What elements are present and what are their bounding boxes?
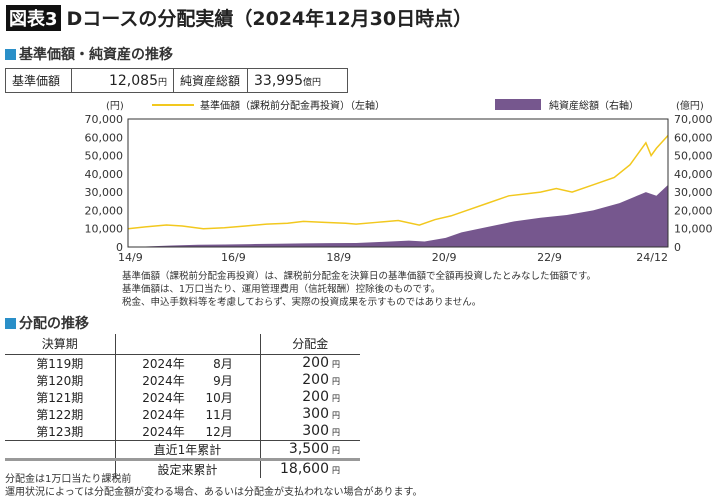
legend-line-swatch: [152, 103, 194, 106]
aum-value: 33,995億円: [247, 68, 348, 93]
section-heading-nav: 基準価額・純資産の推移: [5, 44, 173, 64]
y-tick-right: 50,000: [674, 150, 713, 163]
note: 税金、申込手数料等を考慮しておらず、実際の投資成果を示すものではありません。: [122, 297, 482, 308]
footnote: 分配金は1万口当たり課税前: [5, 474, 132, 485]
period: 第119期: [5, 354, 116, 372]
x-tick: 24/12: [636, 251, 668, 264]
date: 2024年 9月: [115, 371, 261, 389]
title-text: Dコースの分配実績（2024年12月30日時点）: [66, 8, 473, 30]
figure-tag: 図表3: [6, 4, 61, 31]
x-tick: 18/9: [326, 251, 351, 264]
x-tick: 14/9: [118, 251, 143, 264]
table-row: 第122期 2024年 11月 300 円: [5, 405, 360, 423]
table-row: 第119期 2024年 8月 200 円: [5, 354, 360, 372]
y-tick-left: 70,000: [85, 113, 124, 126]
amount: 300 円: [302, 406, 340, 422]
legend-line: 基準価額（課税前分配金再投資）（左軸）: [152, 97, 385, 112]
y-tick-left: 50,000: [85, 150, 124, 163]
aum-label: 純資産総額: [173, 68, 248, 93]
date: 2024年 12月: [115, 422, 261, 440]
cumulative-total-row: 設定来累計 18,600 円: [5, 459, 360, 478]
date: 2024年 8月: [115, 354, 261, 372]
y-tick-left: 20,000: [85, 204, 124, 217]
y-tick-right: 20,000: [674, 204, 713, 217]
amount: 200 円: [302, 389, 340, 405]
aum-area: [128, 184, 668, 247]
distribution-table: 決算期 分配金 第119期 2024年 8月 200 円第120期 2024年 9月 …: [5, 334, 360, 478]
y-tick-left: 10,000: [85, 223, 124, 236]
nav-value: 12,085円: [71, 68, 174, 93]
chart-notes: 基準価額（課税前分配金再投資）は、課税前分配金を決算日の基準価額で全額再投資した…: [122, 270, 596, 309]
x-tick: 20/9: [432, 251, 457, 264]
legend-area: 純資産総額（右軸）: [495, 97, 639, 112]
y-tick-right: 60,000: [674, 131, 713, 144]
y-tick-right: 0: [674, 241, 681, 254]
x-tick: 22/9: [537, 251, 562, 264]
x-tick: 16/9: [221, 251, 246, 264]
amount: 200 円: [302, 372, 340, 388]
nav-label: 基準価額: [5, 68, 72, 93]
amount: 200 円: [302, 355, 340, 371]
right-axis-unit: (億円): [676, 101, 704, 112]
footnotes: 分配金は1万口当たり課税前 運用状況によっては分配金額が変わる場合、あるいは分配…: [5, 473, 423, 499]
y-tick-left: 30,000: [85, 186, 124, 199]
plot-frame: [127, 118, 669, 248]
section-title: 分配の推移: [19, 316, 89, 332]
note: 基準価額は、1万口当たり、運用管理費用（信託報酬）控除後のものです。: [122, 284, 441, 295]
period: 第120期: [5, 371, 116, 389]
section-title: 基準価額・純資産の推移: [19, 47, 173, 63]
left-axis-unit: (円): [106, 101, 124, 112]
square-bullet-icon: [5, 48, 16, 60]
table-row: 第121期 2024年 10月 200 円: [5, 388, 360, 406]
recent-total-row: 直近1年累計 3,500 円: [5, 440, 360, 459]
y-tick-right: 30,000: [674, 186, 713, 199]
table-row: 第120期 2024年 9月 200 円: [5, 371, 360, 389]
y-tick-right: 70,000: [674, 113, 713, 126]
period: 第123期: [5, 422, 116, 440]
table-header: 決算期 分配金: [5, 334, 360, 354]
legend-area-swatch: [495, 99, 541, 110]
y-tick-left: 40,000: [85, 168, 124, 181]
chart: 70,000 70,000 60,000 60,000 50,000 50,000 40,0…: [85, 113, 713, 264]
table-row: 第123期 2024年 12月 300 円: [5, 422, 360, 440]
date: 2024年 11月: [115, 405, 261, 423]
period: 第121期: [5, 388, 116, 406]
y-tick-right: 40,000: [674, 168, 713, 181]
y-tick-right: 10,000: [674, 223, 713, 236]
note: 基準価額（課税前分配金再投資）は、課税前分配金を決算日の基準価額で全額再投資した…: [122, 271, 597, 282]
summary-table: 基準価額 12,085円 純資産総額 33,995億円: [5, 68, 348, 93]
page-title: 図表3 Dコースの分配実績（2024年12月30日時点）: [6, 4, 472, 31]
y-tick-left: 60,000: [85, 131, 124, 144]
section-heading-dist: 分配の推移: [5, 313, 89, 333]
amount: 300 円: [302, 423, 340, 439]
period: 第122期: [5, 405, 116, 423]
square-bullet-icon: [5, 317, 16, 329]
y-tick-left: 0: [116, 241, 123, 254]
nav-line: [127, 134, 669, 230]
footnote: 運用状況によっては分配金額が変わる場合、あるいは分配金が支払われない場合がありま…: [5, 487, 423, 498]
date: 2024年 10月: [115, 388, 261, 406]
